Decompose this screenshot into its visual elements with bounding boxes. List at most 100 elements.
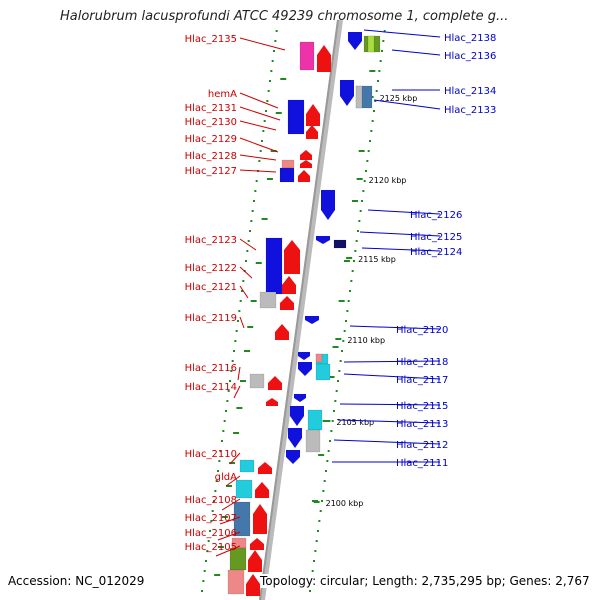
gene-arrow-forward [248, 550, 262, 572]
gene-block [265, 237, 283, 295]
gene-arrow-reverse [348, 32, 362, 50]
right-dotted-guide [325, 470, 328, 472]
left-dotted-guide [227, 390, 230, 392]
gene-leader-line [343, 360, 441, 363]
left-dotted-guide [270, 70, 273, 72]
right-dotted-guide [379, 60, 382, 62]
tick-mark [217, 546, 224, 548]
gene-leader-line [333, 439, 441, 445]
gene-block [235, 479, 253, 499]
gene-label-left: Hlac_2128 [185, 151, 237, 162]
gene-arrow-reverse [294, 394, 306, 402]
gene-arrow-forward [266, 398, 278, 406]
right-dotted-guide [315, 540, 318, 542]
left-dotted-guide [213, 500, 216, 502]
right-dotted-guide [383, 30, 386, 32]
tick-mark [266, 178, 273, 180]
kbp-label: 2120 kbp [369, 176, 407, 185]
gene-label-left: Hlac_2127 [185, 166, 237, 177]
gene-block [305, 429, 321, 453]
right-dotted-guide [375, 90, 378, 92]
gene-label-right: Hlac_2134 [444, 86, 496, 97]
right-dotted-guide [345, 320, 348, 322]
gene-arrow-forward [300, 160, 312, 168]
tick-mark [236, 407, 243, 409]
right-dotted-guide [346, 310, 349, 312]
gene-arrow-forward [255, 482, 269, 498]
gene-leader-line [219, 516, 241, 525]
gene-arrow-reverse [340, 80, 354, 106]
gene-label-right: Hlac_2118 [396, 357, 448, 368]
right-dotted-guide [343, 330, 346, 332]
right-dotted-guide [309, 590, 312, 592]
kbp-label: 2115 kbp [358, 255, 396, 264]
gene-arrow-forward [258, 462, 272, 474]
gene-leader-line [337, 419, 441, 424]
right-dotted-guide [354, 250, 357, 252]
left-dotted-guide [221, 440, 224, 442]
right-dotted-guide [347, 300, 350, 302]
gene-label-right: Hlac_2115 [396, 401, 448, 412]
gene-label-left: Hlac_2114 [185, 382, 237, 393]
tick-mark [233, 432, 240, 434]
kbp-tick [356, 178, 363, 180]
topology-text: Topology: circular; Length: 2,735,295 bp… [260, 574, 590, 588]
left-dotted-guide [201, 590, 204, 592]
gene-leader-line [239, 266, 253, 279]
gene-label-left: Hlac_2107 [185, 513, 237, 524]
gene-leader-line [367, 209, 441, 215]
gene-block [259, 291, 277, 309]
right-dotted-guide [311, 570, 314, 572]
gene-leader-line [217, 531, 241, 541]
gene-label-right: Hlac_2133 [444, 105, 496, 116]
tick-mark [328, 376, 335, 378]
gene-leader-line [363, 29, 441, 38]
right-dotted-guide [334, 400, 337, 402]
gene-leader-line [237, 366, 241, 381]
gene-block [315, 353, 323, 363]
left-dotted-guide [234, 340, 237, 342]
gene-leader-line [239, 154, 277, 161]
left-dotted-guide [230, 370, 233, 372]
left-dotted-guide [241, 290, 244, 292]
gene-block [287, 99, 305, 135]
tick-mark [352, 200, 359, 202]
left-dotted-guide [261, 140, 264, 142]
tick-mark [270, 150, 277, 152]
gene-arrow-forward [284, 240, 300, 274]
gene-block [367, 35, 375, 53]
left-dotted-guide [262, 130, 265, 132]
gene-arrow-forward [253, 504, 267, 534]
tick-mark [358, 150, 365, 152]
right-dotted-guide [322, 490, 325, 492]
tick-mark [280, 78, 287, 80]
right-dotted-guide [374, 100, 377, 102]
left-dotted-guide [202, 580, 205, 582]
gene-arrow-forward [275, 324, 289, 340]
gene-label-right: Hlac_2117 [396, 375, 448, 386]
gene-block [315, 363, 331, 381]
right-dotted-guide [318, 520, 321, 522]
gene-arrow-forward [300, 150, 312, 160]
gene-label-right: Hlac_2138 [444, 33, 496, 44]
left-dotted-guide [258, 160, 261, 162]
tick-mark [240, 380, 247, 382]
gene-leader-line [373, 99, 441, 110]
gene-label-right: Hlac_2120 [396, 325, 448, 336]
right-dotted-guide [353, 260, 356, 262]
right-dotted-guide [349, 290, 352, 292]
gene-arrow-reverse [290, 406, 304, 426]
gene-label-left: Hlac_2119 [185, 313, 237, 324]
left-dotted-guide [205, 560, 208, 562]
tick-mark [250, 300, 257, 302]
gene-label-right: Hlac_2113 [396, 419, 448, 430]
gene-label-right: Hlac_2136 [444, 51, 496, 62]
gene-arrow-forward [250, 538, 264, 550]
gene-label-left: Hlac_2110 [185, 449, 237, 460]
gene-label-left: Hlac_2129 [185, 134, 237, 145]
left-dotted-guide [233, 350, 236, 352]
right-dotted-guide [342, 340, 345, 342]
gene-arrow-forward [246, 574, 260, 596]
left-dotted-guide [217, 470, 220, 472]
tick-mark [255, 262, 262, 264]
